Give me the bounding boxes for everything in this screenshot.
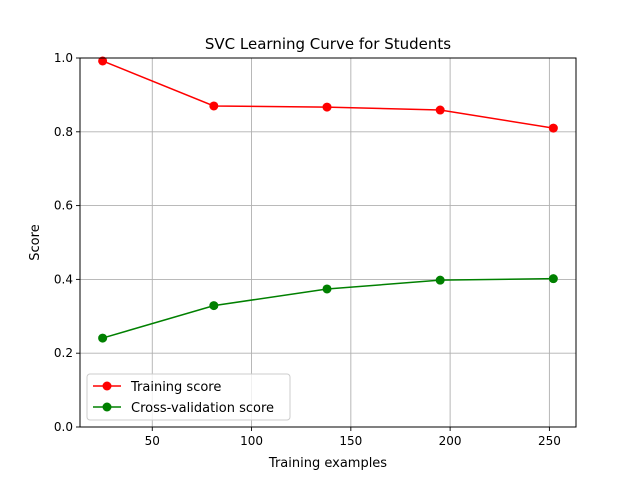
y-axis-label: Score [28, 224, 43, 260]
legend-marker-training [102, 381, 112, 391]
y-tick-label: 0.0 [54, 420, 73, 434]
cross-validation-point [98, 333, 108, 343]
training-point [435, 105, 445, 115]
x-tick-label: 200 [439, 434, 462, 448]
x-tick-label: 150 [339, 434, 362, 448]
axis-ticks: 50 100 150 200 250 0.0 0.2 0.4 0.6 0.8 1.0 [54, 51, 561, 448]
legend-label-training: Training score [130, 380, 221, 395]
cross-validation-point [435, 275, 445, 285]
x-tick-label: 100 [240, 434, 263, 448]
y-tick-label: 0.4 [54, 272, 73, 286]
chart-title: SVC Learning Curve for Students [205, 35, 451, 53]
y-tick-label: 1.0 [54, 51, 73, 65]
y-tick-label: 0.8 [54, 125, 73, 139]
legend-box [86, 373, 291, 421]
training-point [548, 123, 558, 133]
plot-frame [79, 57, 577, 428]
training-point [98, 56, 108, 66]
y-tick-label: 0.2 [54, 346, 73, 360]
x-axis-label: Training examples [268, 456, 387, 471]
x-tick-label: 250 [538, 434, 561, 448]
legend-marker-cross-validation [102, 402, 112, 412]
series-layer [98, 56, 558, 343]
training-point [209, 101, 219, 111]
legend: Training score Cross-validation score [86, 373, 291, 421]
training-point [322, 102, 332, 112]
legend-label-cross-validation: Cross-validation score [131, 401, 274, 416]
cross-validation-point [322, 284, 332, 294]
x-tick-label: 50 [145, 434, 160, 448]
cross-validation-point [209, 301, 219, 311]
cross-validation-point [548, 274, 558, 284]
y-tick-label: 0.6 [54, 199, 73, 213]
